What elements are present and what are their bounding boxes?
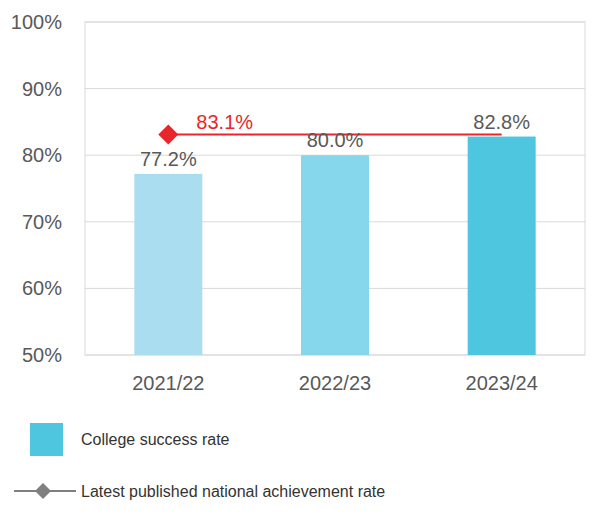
data-label: 83.1% xyxy=(196,111,253,133)
data-label: 80.0% xyxy=(307,129,364,151)
marks xyxy=(134,125,535,355)
marker xyxy=(158,125,178,145)
legend-swatch xyxy=(30,423,63,456)
data-label: 82.8% xyxy=(473,111,530,133)
y-tick-label: 80% xyxy=(22,144,62,166)
bar xyxy=(134,174,202,355)
x-tick-label: 2022/23 xyxy=(299,372,371,394)
grid-line xyxy=(85,88,585,89)
bar xyxy=(301,155,369,355)
legend-label: Latest published national achievement ra… xyxy=(81,483,385,500)
x-tick-label: 2023/24 xyxy=(466,372,538,394)
plot-frame xyxy=(85,22,585,355)
data-label: 77.2% xyxy=(140,148,197,170)
legend-label: College success rate xyxy=(81,431,230,448)
y-tick-label: 50% xyxy=(22,344,62,366)
y-tick-label: 100% xyxy=(11,11,62,33)
bar xyxy=(468,137,536,355)
labels: 77.2% 80.0% 82.8% 83.1% xyxy=(140,111,530,170)
x-tick-label: 2021/22 xyxy=(132,372,204,394)
y-tick-label: 60% xyxy=(22,277,62,299)
legend-marker xyxy=(35,483,51,499)
y-tick-label: 70% xyxy=(22,211,62,233)
chart: 50% 60% 70% 80% 90% 100% 77.2% 80.0% 82.8% 83.1% 2… xyxy=(0,0,604,514)
y-tick-label: 90% xyxy=(22,78,62,100)
